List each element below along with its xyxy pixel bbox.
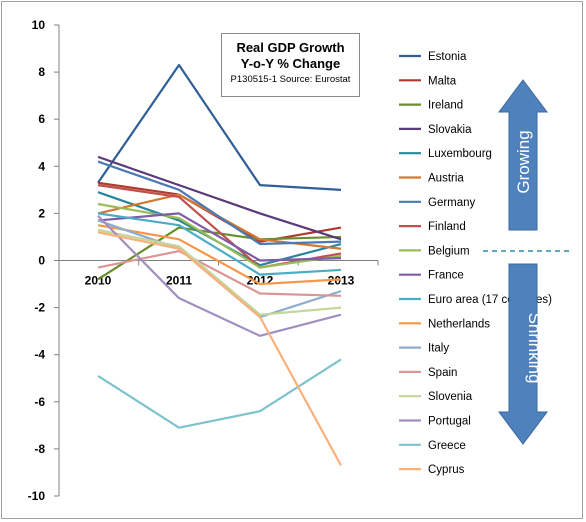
legend-label-malta: Malta — [428, 75, 457, 87]
legend-label-austria: Austria — [428, 173, 464, 185]
series-lines — [97, 63, 342, 466]
chart-subtitle: Y-o-Y % Change — [240, 56, 341, 71]
x-tick-label: 2011 — [166, 274, 192, 288]
source-note: P130515-1 Source: Eurostat — [230, 74, 351, 85]
series-line-euro-area-17-countries — [97, 212, 342, 276]
y-tick-label: -10 — [28, 489, 46, 503]
y-tick-label: 4 — [38, 159, 45, 173]
legend-label-germany: Germany — [428, 197, 476, 209]
y-tick-label: -2 — [34, 301, 45, 315]
legend-label-spain: Spain — [428, 367, 457, 379]
legend-label-luxembourg: Luxembourg — [428, 148, 492, 160]
series-line-cyprus — [97, 231, 342, 466]
legend-label-france: France — [428, 270, 464, 282]
chart-title: Real GDP Growth — [236, 40, 345, 55]
series-line-germany — [97, 160, 342, 246]
series-line-portugal — [97, 214, 342, 337]
y-tick-labels: 10 8 6 4 2 0 -2 -4 -6 -8 -10 — [28, 18, 46, 503]
y-tick-label: -4 — [34, 348, 45, 362]
legend-label-portugal: Portugal — [428, 416, 471, 428]
legend-label-cyprus: Cyprus — [428, 464, 465, 476]
y-tick-label: -6 — [34, 395, 45, 409]
y-tick-label: 8 — [38, 65, 45, 79]
growing-arrow — [498, 79, 548, 231]
growing-label: Growing — [514, 130, 533, 193]
series-line-belgium — [97, 202, 342, 269]
y-tick-label: -8 — [34, 442, 45, 456]
y-tick-label: 10 — [32, 18, 46, 32]
chart-title-box: Real GDP Growth Y-o-Y % Change P130515-1… — [221, 33, 360, 97]
x-tick-label: 2010 — [85, 274, 112, 288]
y-tick-label: 2 — [38, 206, 45, 220]
series-line-netherlands — [97, 224, 342, 286]
direction-arrows: Growing Shrinking — [483, 79, 572, 445]
legend-label-slovenia: Slovenia — [428, 391, 473, 403]
legend-label-netherlands: Netherlands — [428, 318, 490, 330]
y-tick-label: 0 — [38, 254, 45, 268]
legend-label-slovakia: Slovakia — [428, 124, 472, 136]
series-line-estonia — [97, 63, 342, 191]
x-tick-label: 2013 — [328, 274, 355, 288]
shrinking-label: Shrinking — [525, 313, 544, 384]
legend-label-belgium: Belgium — [428, 245, 470, 257]
series-line-greece — [97, 358, 342, 429]
series-line-spain — [97, 249, 342, 297]
y-tick-label: 6 — [38, 112, 45, 126]
legend-label-ireland: Ireland — [428, 100, 463, 112]
series-line-finland — [97, 184, 342, 269]
legend-label-greece: Greece — [428, 440, 466, 452]
shrinking-arrow — [498, 263, 548, 445]
series-line-slovenia — [97, 228, 342, 316]
legend-label-finland: Finland — [428, 221, 466, 233]
series-line-slovakia — [97, 155, 342, 241]
legend-label-italy: Italy — [428, 343, 449, 355]
series-line-france — [97, 212, 342, 262]
legend-label-estonia: Estonia — [428, 51, 467, 63]
